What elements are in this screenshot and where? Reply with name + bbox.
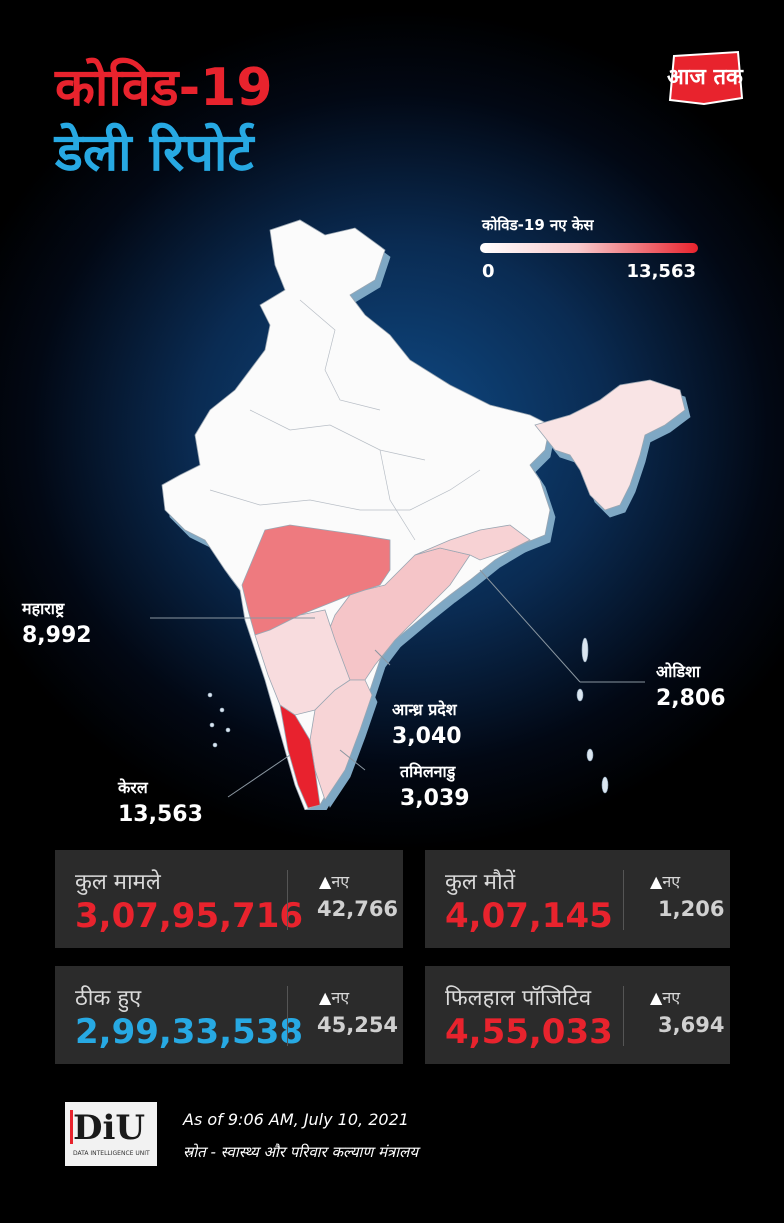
stat-new-label: ▲नए <box>650 986 680 1008</box>
title-daily-report: डेली रिपोर्ट <box>55 123 254 183</box>
diu-logo-bar <box>70 1110 73 1144</box>
stat-value: 4,07,145 <box>445 896 613 936</box>
label-kerala-value: 13,563 <box>118 802 203 827</box>
up-arrow-icon: ▲ <box>650 988 663 1007</box>
diu-logo-subtext: DATA INTELLIGENCE UNIT <box>73 1150 150 1157</box>
title-covid19: कोविड-19 <box>55 58 273 118</box>
label-odisha-name: ओडिशा <box>656 662 701 681</box>
diu-logo-text: DiU <box>73 1108 146 1148</box>
stat-value: 4,55,033 <box>445 1012 613 1052</box>
up-arrow-icon: ▲ <box>319 872 332 891</box>
label-tamil-nadu: तमिलनाडु 3,039 <box>400 760 470 811</box>
stat-new-label: ▲नए <box>319 870 349 892</box>
stat-new-label-text: नए <box>331 872 350 891</box>
stat-card-recovered: ठीक हुए 2,99,33,538 ▲नए 45,254 <box>55 966 403 1064</box>
legend-gradient-bar <box>480 243 698 253</box>
label-odisha-value: 2,806 <box>656 686 726 711</box>
stat-new-label: ▲नए <box>650 870 680 892</box>
stat-label: कुल मौतें <box>445 870 516 895</box>
label-tamil-nadu-value: 3,039 <box>400 786 470 811</box>
leader-lines <box>150 569 645 798</box>
north-east-shape <box>534 379 686 511</box>
label-andhra-pradesh-value: 3,040 <box>392 724 462 749</box>
stat-new-label: ▲नए <box>319 986 349 1008</box>
stat-new-label-text: नए <box>662 872 681 891</box>
label-tamil-nadu-name: तमिलनाडु <box>400 762 456 781</box>
stat-divider <box>623 986 624 1046</box>
state-odisha <box>414 524 531 561</box>
label-andhra-pradesh: आन्ध्र प्रदेश 3,040 <box>392 698 462 749</box>
stat-new-label-text: नए <box>331 988 350 1007</box>
diu-logo: DiU DATA INTELLIGENCE UNIT <box>65 1102 157 1166</box>
stat-card-active: फिलहाल पॉजिटिव 4,55,033 ▲नए 3,694 <box>425 966 730 1064</box>
label-odisha: ओडिशा 2,806 <box>656 660 726 711</box>
label-kerala: केरल 13,563 <box>118 776 203 827</box>
stat-label: फिलहाल पॉजिटिव <box>445 986 592 1011</box>
label-maharashtra-value: 8,992 <box>22 623 92 648</box>
timestamp: As of 9:06 AM, July 10, 2021 <box>183 1110 409 1129</box>
stat-new-value: 42,766 <box>317 897 399 921</box>
up-arrow-icon: ▲ <box>319 988 332 1007</box>
aaj-tak-logo-badge <box>668 50 744 106</box>
label-kerala-name: केरल <box>118 778 148 797</box>
map-legend: कोविड-19 नए केस 0 13,563 <box>480 215 700 282</box>
stat-card-total-cases: कुल मामले 3,07,95,716 ▲नए 42,766 <box>55 850 403 948</box>
stat-divider <box>287 986 288 1046</box>
stat-new-value: 3,694 <box>658 1013 725 1037</box>
stat-label: कुल मामले <box>75 870 161 895</box>
legend-min: 0 <box>482 261 495 282</box>
legend-max: 13,563 <box>626 261 696 282</box>
india-map <box>150 219 686 810</box>
stat-divider <box>623 870 624 930</box>
stat-new-value: 45,254 <box>317 1013 399 1037</box>
stat-value: 3,07,95,716 <box>75 896 304 936</box>
islands <box>207 637 609 794</box>
legend-title: कोविड-19 नए केस <box>482 216 594 234</box>
label-maharashtra: महाराष्ट्र 8,992 <box>22 597 92 648</box>
aaj-tak-logo-text: आज तक <box>667 65 743 90</box>
aaj-tak-logo: आज तक <box>664 48 746 108</box>
up-arrow-icon: ▲ <box>650 872 663 891</box>
source-note: स्रोत - स्वास्थ्य और परिवार कल्याण मंत्र… <box>183 1143 419 1161</box>
label-maharashtra-name: महाराष्ट्र <box>22 599 65 618</box>
stat-card-total-deaths: कुल मौतें 4,07,145 ▲नए 1,206 <box>425 850 730 948</box>
stat-new-label-text: नए <box>662 988 681 1007</box>
stat-new-value: 1,206 <box>658 897 725 921</box>
label-andhra-pradesh-name: आन्ध्र प्रदेश <box>392 700 457 719</box>
stat-value: 2,99,33,538 <box>75 1012 304 1052</box>
state-borders <box>209 299 481 541</box>
state-kerala <box>279 704 321 809</box>
stat-label: ठीक हुए <box>75 986 142 1011</box>
stat-divider <box>287 870 288 930</box>
